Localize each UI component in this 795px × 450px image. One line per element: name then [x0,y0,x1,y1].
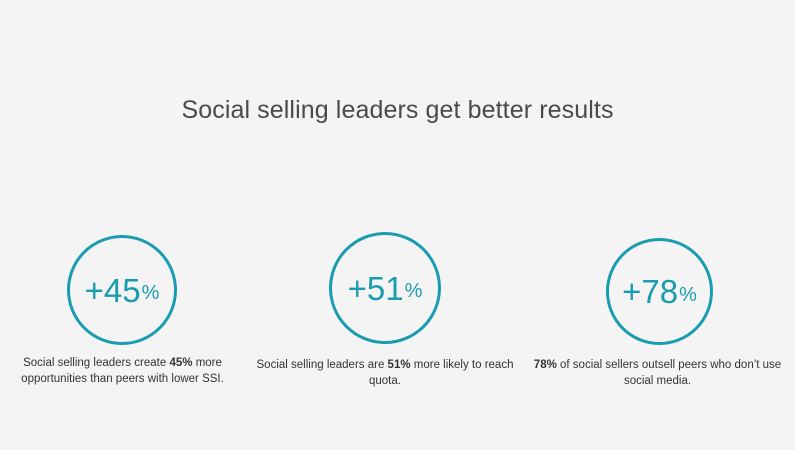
stat-value: +51 [347,269,404,307]
stat-value: +78 [622,273,679,310]
stat-unit: % [141,282,160,304]
desc-highlight: 78% [533,359,557,371]
stat-unit: % [404,280,423,302]
desc-text: more opportunities than peers with lower… [21,357,224,385]
stat-unit: % [679,283,697,306]
stat-description-78: 78% of social sellers outsell peers who … [530,357,785,389]
stat-value: +45 [84,271,141,309]
stat-circle-78: +78% [606,238,713,345]
desc-text: Social selling leaders are [256,359,388,371]
stat-circle-45: +45% [67,235,177,345]
desc-text: of social sellers outsell peers who don’… [556,359,782,387]
desc-highlight: 51% [387,359,411,371]
desc-highlight: 45% [169,357,193,369]
stat-description-45: Social selling leaders create 45% more o… [10,355,235,387]
stat-description-51: Social selling leaders are 51% more like… [245,357,525,389]
stat-circle-51: +51% [329,232,441,344]
page-title: Social selling leaders get better result… [181,96,614,124]
desc-text: more likely to reach quota. [369,359,514,387]
desc-text: Social selling leaders create [23,357,170,369]
